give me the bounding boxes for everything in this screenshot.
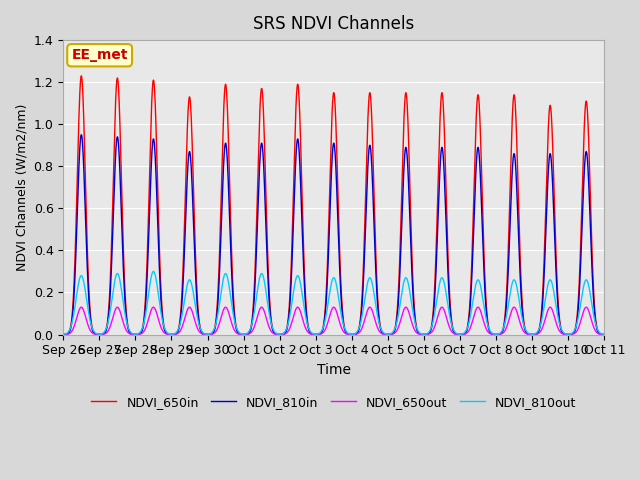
NDVI_650out [124, 330, 132, 336]
Line: NDVI_810out: NDVI_810out [63, 271, 604, 335]
Line: NDVI_650in: NDVI_650in [63, 76, 604, 335]
NDVI_650in [548, 121, 556, 127]
NDVI_810in [77, 132, 85, 138]
Text: EE_met: EE_met [72, 48, 128, 62]
NDVI_650out [572, 330, 579, 336]
NDVI_650out [398, 313, 406, 319]
Line: NDVI_650out: NDVI_650out [63, 307, 604, 335]
NDVI_810in [398, 217, 406, 223]
NDVI_810in [548, 166, 556, 171]
NDVI_810in [550, 226, 558, 232]
Line: NDVI_810in: NDVI_810in [63, 135, 604, 335]
NDVI_810out [600, 332, 608, 337]
X-axis label: Time: Time [317, 363, 351, 377]
NDVI_810in [267, 315, 275, 321]
NDVI_810out [548, 280, 556, 286]
NDVI_650out [60, 332, 67, 337]
NDVI_810out [267, 318, 275, 324]
NDVI_810in [600, 332, 608, 337]
NDVI_650in [267, 311, 275, 316]
NDVI_810out [60, 332, 67, 337]
NDVI_810in [572, 326, 579, 332]
NDVI_810out [398, 289, 406, 295]
Title: SRS NDVI Channels: SRS NDVI Channels [253, 15, 414, 33]
NDVI_650in [600, 332, 608, 337]
NDVI_650in [398, 184, 406, 190]
NDVI_650out [77, 304, 85, 310]
NDVI_810in [60, 332, 67, 337]
NDVI_650in [77, 73, 85, 79]
NDVI_810in [124, 326, 132, 332]
NDVI_810out [572, 325, 579, 331]
NDVI_810out [550, 292, 558, 298]
Y-axis label: NDVI Channels (W/m2/nm): NDVI Channels (W/m2/nm) [15, 104, 28, 271]
NDVI_650in [124, 324, 132, 330]
NDVI_650out [267, 327, 275, 333]
NDVI_810out [124, 324, 132, 330]
NDVI_650out [600, 332, 608, 337]
NDVI_650in [550, 198, 558, 204]
Legend: NDVI_650in, NDVI_810in, NDVI_650out, NDVI_810out: NDVI_650in, NDVI_810in, NDVI_650out, NDV… [86, 391, 581, 414]
NDVI_650in [60, 332, 67, 337]
NDVI_650in [572, 324, 579, 330]
NDVI_650out [548, 306, 556, 312]
NDVI_810out [150, 268, 157, 274]
NDVI_650out [550, 313, 558, 319]
